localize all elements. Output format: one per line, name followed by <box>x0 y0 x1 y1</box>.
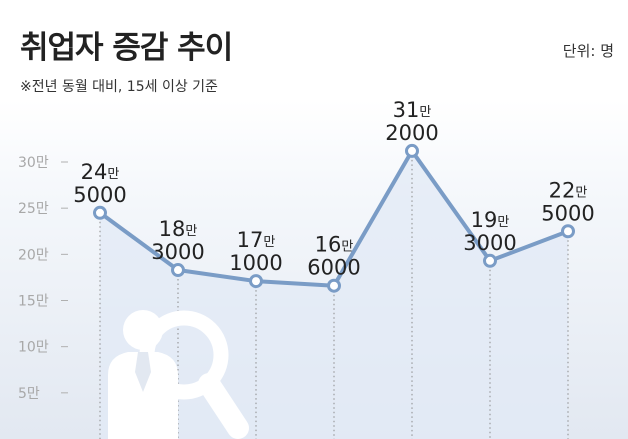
data-label-top: 31만 <box>393 98 432 122</box>
y-tick-label: 5만 <box>18 386 40 402</box>
data-label-man: 19 <box>471 208 498 232</box>
data-label-man: 31 <box>393 98 420 122</box>
data-point <box>171 263 185 278</box>
data-label-suffix: 만 <box>419 105 431 120</box>
y-tick-label: 15만 <box>18 294 49 310</box>
note-text: ※전년 동월 대비, 15세 이상 기준 <box>20 79 218 95</box>
data-point <box>93 205 107 220</box>
data-label-top: 17만 <box>237 228 276 252</box>
data-label-suffix: 만 <box>575 185 587 200</box>
data-label-man: 17 <box>237 228 264 252</box>
data-label-man: 24 <box>81 160 108 184</box>
data-point <box>405 143 419 158</box>
data-label-man: 22 <box>549 178 576 202</box>
y-tick-label: 30만 <box>18 155 49 171</box>
unit-label: 단위: 명 <box>562 42 614 60</box>
data-label-rest: 5000 <box>541 201 594 225</box>
data-label-suffix: 만 <box>185 224 197 239</box>
y-tick-label: 25만 <box>18 201 49 217</box>
data-label-suffix: 만 <box>107 167 119 182</box>
data-label-top: 19만 <box>471 208 510 232</box>
data-label-man: 16 <box>315 233 342 257</box>
page-title: 취업자 증감 추이 <box>20 30 233 66</box>
data-label-rest: 5000 <box>73 183 126 207</box>
data-label-rest: 6000 <box>307 256 360 280</box>
data-point <box>249 274 263 289</box>
data-label-rest: 3000 <box>463 231 516 255</box>
data-label-suffix: 만 <box>341 240 353 255</box>
data-point <box>561 224 575 239</box>
y-tick-label: 20만 <box>18 247 49 263</box>
data-label-rest: 3000 <box>151 240 204 264</box>
data-label-top: 16만 <box>315 233 354 257</box>
data-label-top: 24만 <box>81 160 120 184</box>
data-label-man: 18 <box>159 217 186 241</box>
data-label-suffix: 만 <box>497 215 509 230</box>
data-label-top: 18만 <box>159 217 198 241</box>
data-point <box>483 253 497 268</box>
data-label-top: 22만 <box>549 178 588 202</box>
y-tick-label: 10만 <box>18 340 49 356</box>
y-axis: 5만 10만 15만 20만 25만 30만 <box>18 155 68 402</box>
data-point <box>327 278 341 293</box>
data-label-suffix: 만 <box>263 235 275 250</box>
data-label-rest: 1000 <box>229 251 282 275</box>
data-points <box>93 143 575 293</box>
data-label-rest: 2000 <box>385 121 438 145</box>
job-search-icon <box>108 310 249 439</box>
